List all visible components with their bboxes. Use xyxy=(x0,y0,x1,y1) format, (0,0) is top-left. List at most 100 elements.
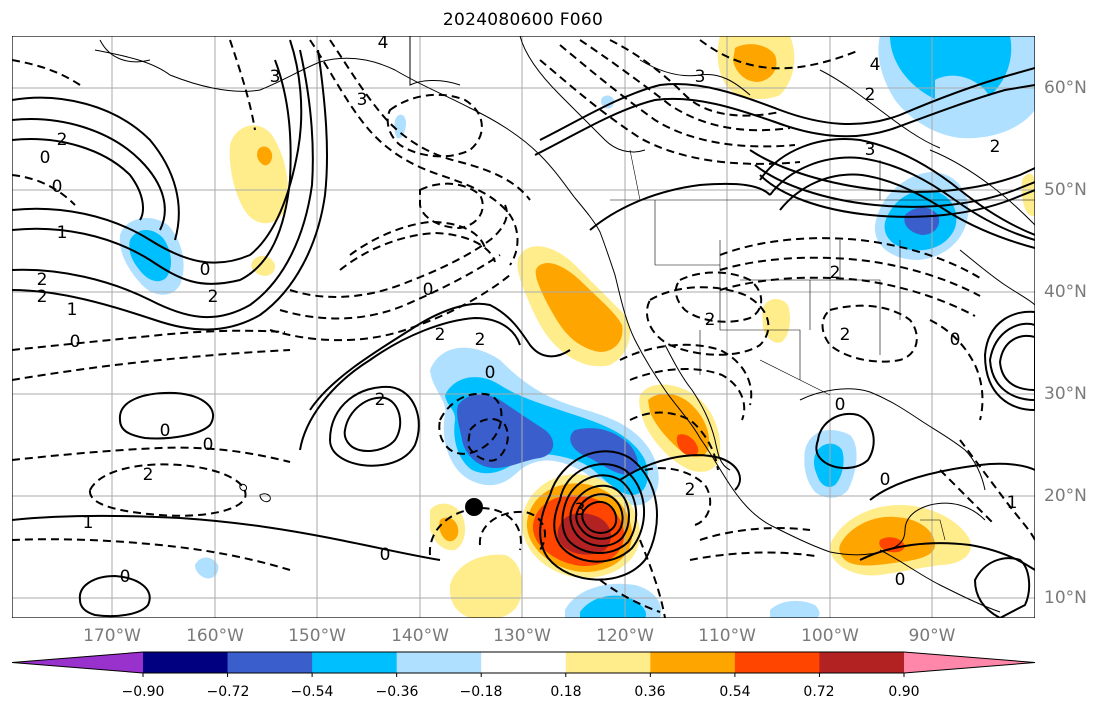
colorbar-segment xyxy=(396,652,482,673)
contour-label: 0 xyxy=(895,570,906,590)
contour-label: 2 xyxy=(475,330,486,350)
contour-label: 2 xyxy=(865,85,876,105)
colorbar-segment xyxy=(650,652,736,673)
contour-label: 0 xyxy=(70,332,81,352)
contour-label: 3 xyxy=(357,90,368,110)
contour-label: 2 xyxy=(990,137,1001,157)
positive-anomaly-region xyxy=(257,146,273,166)
map-title: 2024080600 F060 xyxy=(442,10,604,30)
colorbar xyxy=(11,651,1036,677)
positive-contours xyxy=(12,39,1035,618)
colorbar-segment xyxy=(481,652,567,673)
contour-label: 1 xyxy=(83,513,94,533)
colorbar-tick-label: 0.72 xyxy=(803,684,835,700)
contour-label: 1 xyxy=(67,300,78,320)
longitude-label: 120°W xyxy=(596,626,654,646)
contour-label: 0 xyxy=(950,330,961,350)
negative-anomaly-region xyxy=(601,95,615,109)
contour-label: 1 xyxy=(1007,493,1018,513)
latitude-label: 60°N xyxy=(1044,78,1087,98)
contour-label: 2 xyxy=(375,390,386,410)
colorbar-segment xyxy=(143,652,229,673)
longitude-label: 110°W xyxy=(698,626,756,646)
negative-anomaly-region xyxy=(580,595,647,618)
latitude-label: 30°N xyxy=(1044,384,1087,404)
negative-anomaly-region xyxy=(904,207,940,235)
positive-anomaly-region xyxy=(229,125,288,224)
negative-anomaly-region xyxy=(195,557,219,579)
colorbar-low-extension xyxy=(12,652,143,673)
contour-label: 0 xyxy=(160,421,171,441)
contour-label: 2 xyxy=(143,465,154,485)
contour-label: 0 xyxy=(380,545,391,565)
contour-labels: 2 0 0 1 2 2 1 0 0 0 0 2 1 0 3 3 2 2 2 0 … xyxy=(37,33,1018,590)
longitude-label: 140°W xyxy=(391,626,449,646)
colorbar-tick-label: 0.18 xyxy=(550,684,582,700)
colorbar-tick-label: −0.36 xyxy=(375,684,419,700)
negative-anomaly-region xyxy=(770,600,820,618)
colorbar-tick-label: 0.90 xyxy=(888,684,920,700)
colorbar-tick-label: −0.54 xyxy=(290,684,334,700)
contour-label: 2 xyxy=(57,130,68,150)
colorbar-tick-label: −0.18 xyxy=(459,684,503,700)
graticule xyxy=(12,36,1035,618)
colorbar-tick-label: −0.72 xyxy=(206,684,250,700)
positive-anomaly-region xyxy=(762,298,790,343)
contour-label: 1 xyxy=(57,223,68,243)
colorbar-segment xyxy=(819,652,905,673)
positive-anomaly-region xyxy=(449,554,522,618)
contour-label: 3 xyxy=(695,67,706,87)
map-area: 2 0 0 1 2 2 1 0 0 0 0 2 1 0 3 3 2 2 2 0 … xyxy=(12,33,1035,618)
longitude-label: 130°W xyxy=(493,626,551,646)
longitude-label: 90°W xyxy=(908,626,956,646)
colorbar-segment xyxy=(565,652,651,673)
contour-label: 2 xyxy=(37,287,48,307)
contour-label: 2 xyxy=(830,263,841,283)
contour-label: 2 xyxy=(435,325,446,345)
colorbar-segment xyxy=(734,652,820,673)
colorbar-segment xyxy=(312,652,398,673)
positive-anomaly-region xyxy=(251,255,276,276)
longitude-label: 100°W xyxy=(801,626,859,646)
contour-label: 0 xyxy=(40,148,51,168)
longitude-label: 170°W xyxy=(83,626,141,646)
contour-label: 2 xyxy=(705,310,716,330)
latitude-label: 10°N xyxy=(1044,588,1087,608)
colorbar-tick-label: 0.36 xyxy=(634,684,666,700)
contour-label: 4 xyxy=(870,55,881,75)
contour-label: 0 xyxy=(880,470,891,490)
negative-anomaly-region xyxy=(129,229,172,282)
negative-anomaly-region xyxy=(394,114,406,139)
latitude-label: 50°N xyxy=(1044,180,1087,200)
colorbar-segment xyxy=(227,652,313,673)
longitude-label: 150°W xyxy=(288,626,346,646)
positive-anomaly-region xyxy=(733,44,777,82)
contour-label: 2 xyxy=(37,270,48,290)
contour-label: 3 xyxy=(865,140,876,160)
contour-label: 0 xyxy=(485,363,496,383)
positive-anomaly-region xyxy=(535,262,623,352)
colorbar-tick-label: −0.90 xyxy=(121,684,165,700)
latitude-label: 40°N xyxy=(1044,282,1087,302)
contour-label: 2 xyxy=(208,287,219,307)
contour-label: 0 xyxy=(52,177,63,197)
contour-label: 0 xyxy=(203,435,214,455)
contour-label: 0 xyxy=(120,567,131,587)
contour-label: 3 xyxy=(270,67,281,87)
contour-label: 0 xyxy=(423,280,434,300)
colorbar-high-extension xyxy=(904,652,1035,673)
positive-anomaly-region xyxy=(676,434,699,456)
contour-label: 4 xyxy=(378,33,389,53)
negative-anomaly-region xyxy=(457,394,554,468)
colorbar-tick-label: 0.54 xyxy=(719,684,751,700)
contour-label: 0 xyxy=(835,395,846,415)
contour-label: 2 xyxy=(840,325,851,345)
latitude-label: 20°N xyxy=(1044,486,1087,506)
storm-position-marker xyxy=(465,498,483,516)
contour-label: 0 xyxy=(200,260,211,280)
negative-contours xyxy=(12,39,1035,618)
contour-label: 2 xyxy=(685,480,696,500)
contour-label: 3 xyxy=(575,500,586,520)
positive-anomaly-region xyxy=(439,517,459,542)
